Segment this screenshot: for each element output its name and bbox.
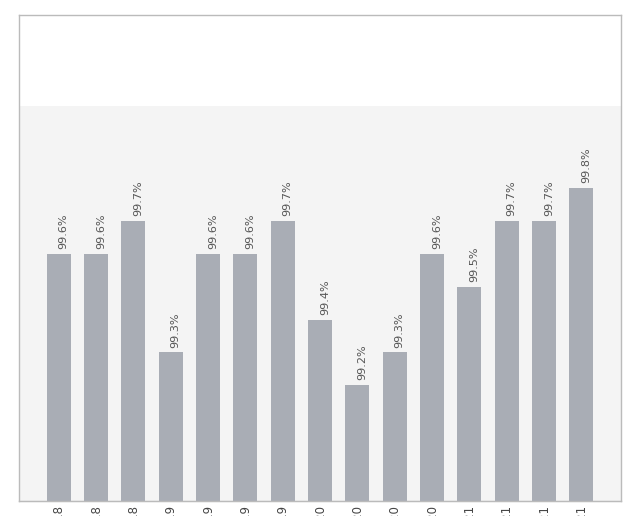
Text: 99.2%: 99.2% — [357, 345, 367, 380]
Text: 99.3%: 99.3% — [171, 312, 180, 348]
Bar — [345, 385, 369, 501]
Text: 99.7%: 99.7% — [283, 181, 292, 216]
Bar — [159, 352, 183, 501]
Text: 99.5%: 99.5% — [469, 246, 479, 282]
Text: 99.6%: 99.6% — [59, 214, 68, 249]
Text: 99.8%: 99.8% — [581, 148, 591, 183]
Bar — [308, 319, 332, 501]
Text: 99.7%: 99.7% — [133, 181, 143, 216]
Text: 99.6%: 99.6% — [245, 214, 255, 249]
Text: 99.7%: 99.7% — [507, 181, 516, 216]
Bar — [47, 254, 71, 501]
Bar — [457, 287, 481, 501]
Bar — [532, 221, 556, 501]
Text: 99.6%: 99.6% — [432, 214, 442, 249]
Text: 99.3%: 99.3% — [395, 312, 404, 348]
Bar — [196, 254, 220, 501]
Bar — [271, 221, 295, 501]
Bar — [569, 188, 593, 501]
Bar — [495, 221, 519, 501]
Bar — [84, 254, 108, 501]
Text: 99.7%: 99.7% — [544, 181, 554, 216]
Bar — [383, 352, 407, 501]
Text: 99.4%: 99.4% — [320, 279, 330, 315]
Bar — [121, 221, 145, 501]
Bar — [420, 254, 444, 501]
Text: 99.6%: 99.6% — [96, 214, 106, 249]
Bar — [233, 254, 257, 501]
Text: 99.6%: 99.6% — [208, 214, 218, 249]
Text: Occupancy Rates: Occupancy Rates — [212, 50, 428, 69]
